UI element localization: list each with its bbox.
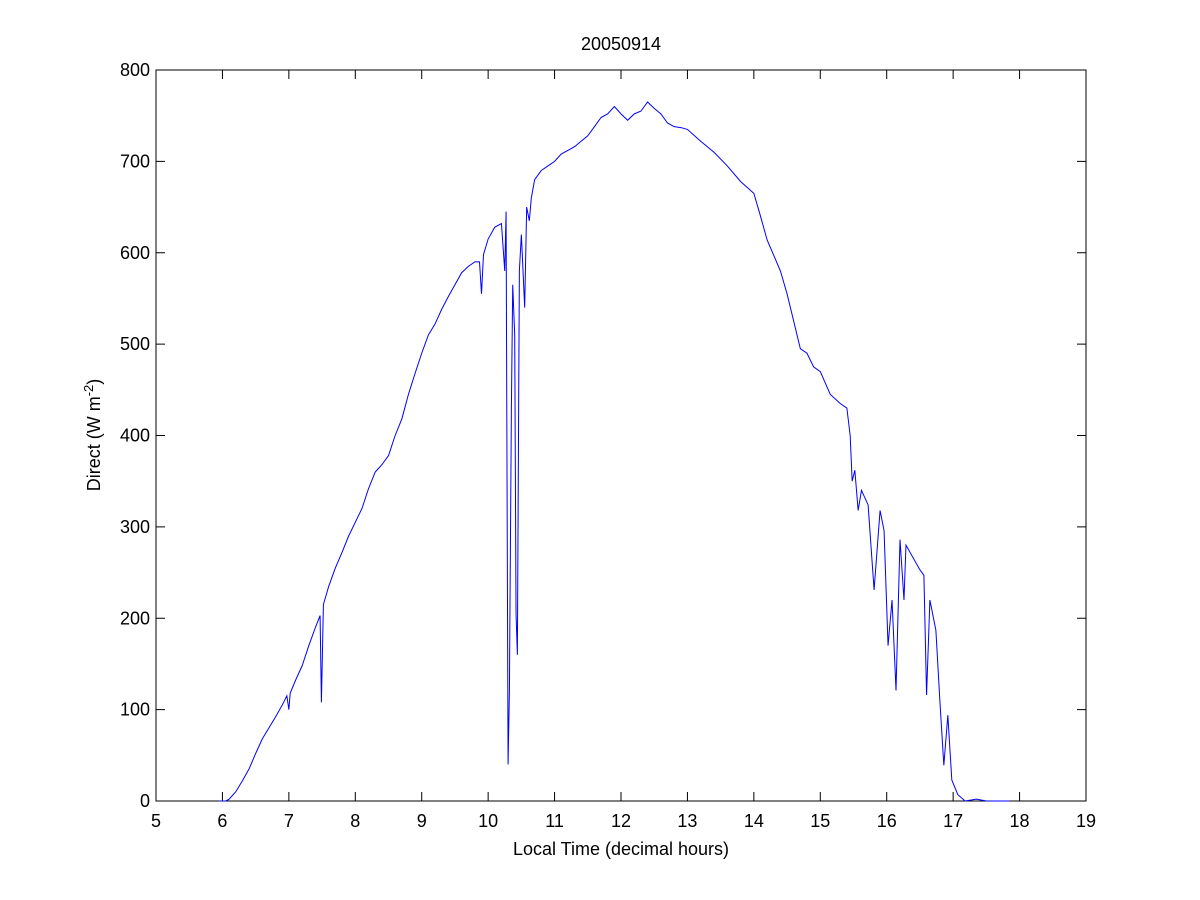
data-line — [219, 101, 1010, 802]
y-label-text: Direct (W m — [84, 396, 104, 491]
x-tick-label: 7 — [284, 811, 294, 831]
x-tick-label: 8 — [350, 811, 360, 831]
x-tick-label: 5 — [151, 811, 161, 831]
y-tick-label: 500 — [120, 334, 150, 354]
x-tick-label: 18 — [1010, 811, 1030, 831]
y-label-suffix: ) — [84, 379, 104, 385]
y-tick-label: 600 — [120, 243, 150, 263]
y-tick-label: 100 — [120, 700, 150, 720]
x-axis-label: Local Time (decimal hours) — [513, 839, 729, 859]
y-tick-label: 800 — [120, 60, 150, 80]
x-tick-label: 16 — [877, 811, 897, 831]
y-tick-label: 200 — [120, 608, 150, 628]
y-tick-label: 400 — [120, 426, 150, 446]
y-tick-label: 700 — [120, 151, 150, 171]
plot-frame — [155, 69, 1087, 802]
x-tick-label: 6 — [217, 811, 227, 831]
x-tick-label: 12 — [611, 811, 631, 831]
x-tick-label: 17 — [943, 811, 963, 831]
y-tick-label: 300 — [120, 517, 150, 537]
y-axis-label: Direct (W m-2) — [81, 379, 104, 492]
x-tick-label: 9 — [417, 811, 427, 831]
x-tick-label: 10 — [478, 811, 498, 831]
x-tick-label: 13 — [677, 811, 697, 831]
y-tick-label: 0 — [140, 791, 150, 811]
chart-title: 20050914 — [581, 34, 661, 54]
x-tick-label: 14 — [744, 811, 764, 831]
x-tick-label: 19 — [1076, 811, 1096, 831]
x-tick-label: 11 — [545, 811, 564, 831]
x-tick-label: 15 — [810, 811, 830, 831]
y-label-superscript: -2 — [81, 385, 96, 397]
